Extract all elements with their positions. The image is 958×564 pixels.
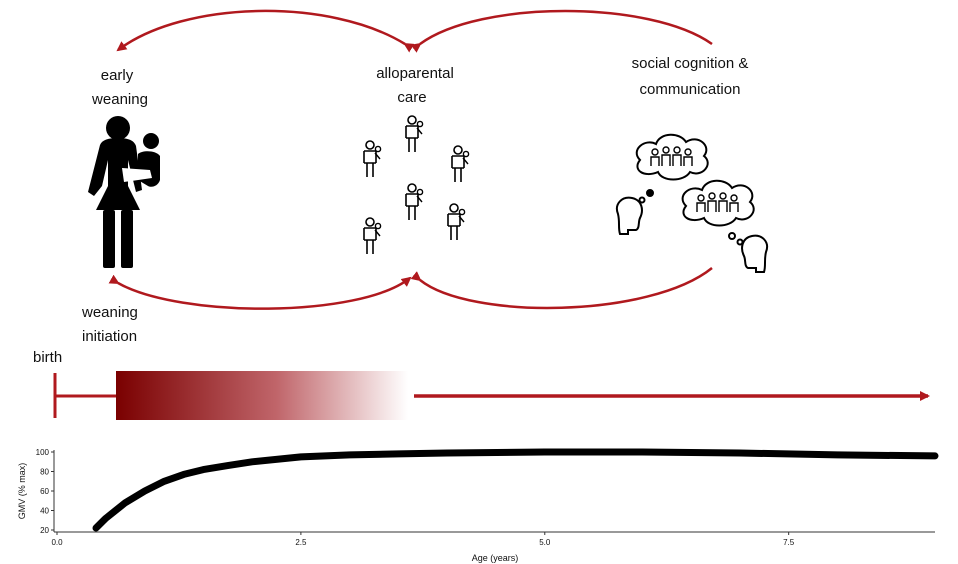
mother-carrying-child-icon <box>88 116 160 268</box>
alloparental-label-2: care <box>397 89 426 106</box>
thought-cloud-1 <box>635 133 709 181</box>
birth-label: birth <box>33 349 62 366</box>
caregiver-icon-6 <box>447 203 466 241</box>
caregiver-icon-3 <box>451 145 470 183</box>
y-tick-label: 60 <box>40 487 49 496</box>
arrow-top-left <box>116 9 415 53</box>
x-tick-label: 5.0 <box>539 538 551 547</box>
caregiver-icon-2 <box>405 115 424 153</box>
y-tick-label: 100 <box>36 448 50 457</box>
thinking-heads-icon <box>616 133 768 273</box>
weaning-initiation-label-2: initiation <box>82 328 137 345</box>
crowd-in-cloud-1 <box>650 146 693 166</box>
head-left <box>616 196 643 235</box>
x-tick-label: 2.5 <box>295 538 307 547</box>
y-tick-label: 20 <box>40 526 49 535</box>
gmv-chart: 20 40 60 80 100 0.0 2.5 5.0 7.5 Age (years) GMV… <box>17 448 939 563</box>
weaning-gradient-bar <box>116 371 408 420</box>
early-weaning-label-1: early <box>101 67 134 84</box>
top-arrows <box>116 9 713 53</box>
head-right <box>741 234 768 273</box>
y-tick-label: 80 <box>40 468 49 477</box>
arrow-bottom-left <box>108 274 412 310</box>
y-ticks: 20 40 60 80 100 <box>36 448 54 535</box>
weaning-initiation-label-1: weaning <box>81 304 138 321</box>
social-cognition-label-2: communication <box>640 81 741 98</box>
x-axis-label: Age (years) <box>472 553 519 563</box>
timeline <box>53 371 930 420</box>
x-tick-label: 0.0 <box>51 538 63 547</box>
thought-cloud-2 <box>681 179 755 227</box>
series-line <box>92 448 939 532</box>
caregiver-icon-5 <box>363 217 382 255</box>
alloparental-label-1: alloparental <box>376 65 454 82</box>
y-axis-label: GMV (% max) <box>17 463 27 520</box>
x-tick-label: 7.5 <box>783 538 795 547</box>
crowd-in-cloud-2 <box>696 192 739 212</box>
bottom-arrows <box>108 267 713 310</box>
caregiver-icon-1 <box>363 140 382 178</box>
y-tick-label: 40 <box>40 507 49 516</box>
arrow-bottom-right <box>410 267 713 310</box>
social-cognition-label-1: social cognition & <box>632 55 749 72</box>
alloparent-group <box>363 115 470 255</box>
early-weaning-label-2: weaning <box>91 91 148 108</box>
x-ticks: 0.0 2.5 5.0 7.5 <box>51 532 795 547</box>
arrow-top-right <box>410 9 713 53</box>
caregiver-icon-4 <box>405 183 424 221</box>
